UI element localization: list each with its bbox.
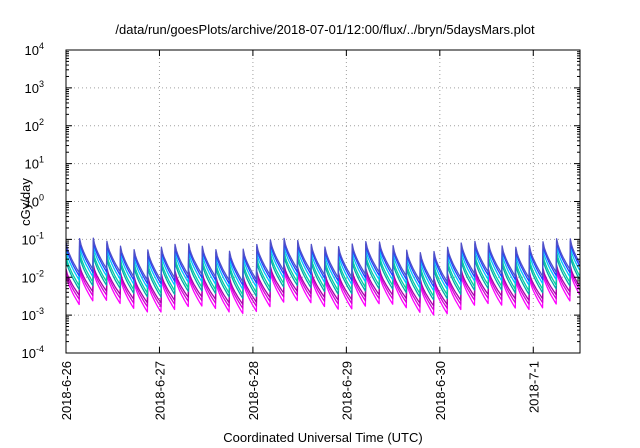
x-tick-label: 2018-6-28 — [246, 361, 261, 420]
x-tick-label: 2018-6-30 — [433, 361, 448, 420]
series-layer — [65, 237, 581, 316]
x-tick-label: 2018-6-27 — [152, 361, 167, 420]
y-tick-label: 102 — [25, 117, 44, 134]
series-line — [65, 237, 581, 284]
y-tick-label: 10-4 — [22, 344, 44, 361]
y-tick-label: 101 — [25, 155, 44, 172]
y-tick-label: 104 — [25, 41, 44, 58]
ticks: 10-4 10-3 10-2 10-1 100 101 102 103 104 2018-6-26… — [22, 41, 580, 420]
series-line — [65, 269, 581, 316]
series-line — [65, 244, 581, 292]
y-tick-label: 10-2 — [22, 268, 44, 285]
y-tick-label: 10-3 — [22, 306, 44, 323]
series-line — [65, 254, 581, 301]
chart-title: /data/run/goesPlots/archive/2018-07-01/1… — [115, 22, 535, 37]
y-tick-label: 103 — [25, 79, 44, 96]
x-axis-label: Coordinated Universal Time (UTC) — [223, 430, 422, 445]
series-line — [65, 239, 581, 288]
y-tick-label: 10-1 — [22, 230, 44, 247]
series-line — [65, 263, 581, 307]
grid — [66, 49, 580, 354]
y-tick-label: 100 — [25, 193, 44, 210]
y-axis-label: cGy/day — [18, 178, 33, 226]
x-tick-label: 2018-7-1 — [526, 361, 541, 413]
series-line — [65, 266, 581, 311]
x-tick-label: 2018-6-29 — [339, 361, 354, 420]
x-tick-label: 2018-6-26 — [59, 361, 74, 420]
series-line — [65, 250, 581, 297]
